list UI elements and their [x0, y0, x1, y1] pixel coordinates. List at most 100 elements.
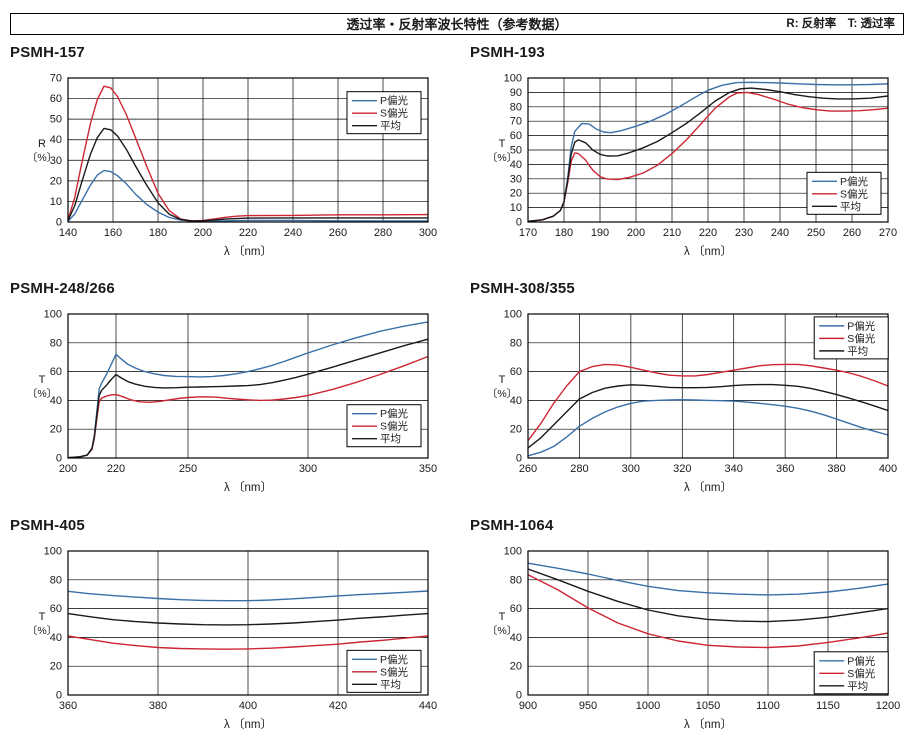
x-tick-label: 1200 [876, 700, 900, 712]
x-tick-label: 1050 [696, 700, 720, 712]
y-tick-label: 60 [510, 603, 522, 615]
x-tick-label: 400 [239, 700, 257, 712]
x-tick-label: 200 [194, 227, 212, 239]
legend-label-s: S偏光 [847, 667, 876, 680]
y-tick-label: 40 [510, 632, 522, 644]
x-tick-label: 300 [622, 463, 640, 475]
y-tick-label: 30 [50, 155, 62, 167]
chart-title: PSMH-193 [470, 44, 545, 61]
x-axis-label: λ 〔nm〕 [684, 481, 732, 494]
x-axis-label: λ 〔nm〕 [224, 481, 272, 494]
y-tick-label: 80 [510, 574, 522, 586]
x-tick-label: 300 [299, 463, 317, 475]
y-tick-label: 50 [50, 114, 62, 126]
chart-title: PSMH-248/266 [10, 280, 115, 297]
y-tick-label: 100 [504, 546, 522, 558]
series-line-p [67, 590, 429, 602]
x-tick-label: 260 [329, 227, 347, 239]
series-line-p [67, 169, 428, 222]
x-tick-label: 230 [735, 227, 753, 239]
y-tick-label: 0 [516, 453, 522, 465]
y-axis-label: T [499, 138, 506, 150]
series-line-p [527, 399, 889, 457]
x-tick-label: 400 [879, 463, 897, 475]
y-tick-label: 80 [510, 337, 522, 349]
legend-label-s: S偏光 [380, 107, 409, 120]
y-tick-label: 80 [50, 337, 62, 349]
y-axis-label: R [38, 138, 46, 150]
x-tick-label: 380 [149, 700, 167, 712]
legend-label-p: P偏光 [840, 175, 869, 188]
x-tick-label: 340 [725, 463, 743, 475]
x-tick-label: 950 [579, 700, 597, 712]
legend-label-s: S偏光 [840, 187, 869, 200]
plot-border [527, 313, 889, 459]
x-tick-label: 220 [239, 227, 257, 239]
x-tick-label: 160 [104, 227, 122, 239]
series-line-p [527, 562, 889, 596]
plot-border [67, 550, 429, 696]
y-tick-label: 20 [50, 175, 62, 187]
x-tick-label: 250 [179, 463, 197, 475]
y-tick-label: 0 [56, 453, 62, 465]
chart-block-psmh-193: PSMH-193 0 10 20 30 40 50 60 70 80 90 100 170 180 190… [470, 44, 916, 272]
chart-canvas: 0 10 20 30 40 50 60 70 140 160 180 200 220 240 260 280 3… [27, 73, 437, 259]
x-axis-label: λ 〔nm〕 [684, 718, 732, 731]
series-line-avg [67, 612, 429, 626]
y-tick-label: 0 [516, 690, 522, 702]
y-tick-label: 10 [50, 196, 62, 208]
series-line-s [527, 363, 889, 442]
y-tick-label: 100 [44, 309, 62, 321]
x-tick-label: 250 [807, 227, 825, 239]
legend-label-s: S偏光 [380, 665, 409, 678]
plot-border [527, 550, 889, 696]
x-tick-label: 210 [663, 227, 681, 239]
y-axis-unit: 〔%〕 [487, 151, 517, 164]
y-tick-label: 30 [510, 173, 522, 185]
x-axis-label: λ 〔nm〕 [224, 718, 272, 731]
y-tick-label: 80 [510, 101, 522, 113]
x-tick-label: 900 [519, 700, 537, 712]
y-tick-label: 20 [50, 661, 62, 673]
x-tick-label: 220 [699, 227, 717, 239]
series-line-s [527, 574, 889, 649]
y-tick-label: 70 [510, 116, 522, 128]
x-tick-label: 200 [627, 227, 645, 239]
x-tick-label: 140 [59, 227, 77, 239]
header-legend-note: R: 反射率 T: 透过率 [786, 18, 895, 30]
legend-box [813, 651, 889, 695]
chart-canvas: 0 20 40 60 80 100 900 950 1000 1050 1100 1150 1200 λ … [487, 546, 900, 732]
y-tick-label: 100 [504, 309, 522, 321]
series-line-avg [527, 87, 889, 222]
x-tick-label: 190 [591, 227, 609, 239]
y-tick-label: 100 [44, 546, 62, 558]
y-axis-unit: 〔%〕 [27, 624, 57, 637]
x-tick-label: 220 [107, 463, 125, 475]
chart-canvas: 0 20 40 60 80 100 200 220 250 300 350 λ 〔nm〕 T〔%〕 P偏光… [27, 309, 437, 495]
series-line-s [67, 85, 429, 222]
y-tick-label: 20 [50, 424, 62, 436]
y-tick-label: 60 [50, 366, 62, 378]
legend-label-p: P偏光 [380, 407, 409, 420]
x-tick-label: 1150 [816, 700, 840, 712]
legend-label-p: P偏光 [847, 319, 876, 332]
y-tick-label: 60 [510, 130, 522, 142]
legend-label-avg: 平均 [380, 120, 401, 132]
x-tick-label: 280 [570, 463, 588, 475]
series-line-avg [527, 383, 889, 449]
x-tick-label: 270 [879, 227, 897, 239]
x-tick-label: 170 [519, 227, 537, 239]
chart-block-psmh-308-355: PSMH-308/355 0 20 40 60 80 100 260 280 300 320 340… [470, 280, 916, 508]
x-tick-label: 1000 [636, 700, 660, 712]
y-tick-label: 60 [510, 366, 522, 378]
series-line-avg [67, 127, 428, 222]
x-tick-label: 240 [284, 227, 302, 239]
y-axis-unit: 〔%〕 [487, 624, 517, 637]
y-axis-label: T [499, 374, 506, 386]
chart-block-psmh-1064: PSMH-1064 0 20 40 60 80 100 900 950 1000 1050 1100… [470, 517, 916, 737]
y-axis-label: T [39, 611, 46, 623]
series-line-s [67, 635, 429, 650]
y-tick-label: 90 [510, 87, 522, 99]
x-tick-label: 420 [329, 700, 347, 712]
